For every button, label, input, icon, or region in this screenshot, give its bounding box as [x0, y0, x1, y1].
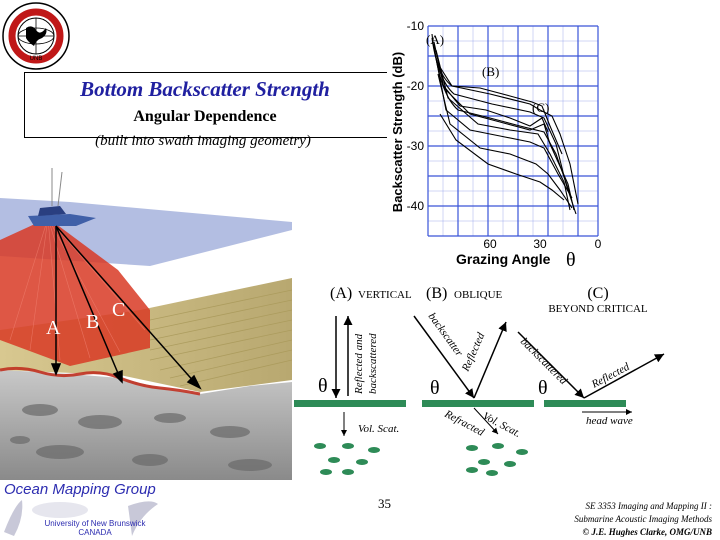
graph-xtick-0: 60 [483, 237, 497, 251]
graph-ytick-3: -40 [407, 199, 425, 213]
graph-ytick-0: -10 [407, 19, 425, 33]
arrow-b-refracted [473, 407, 499, 435]
volume-scatterers [314, 443, 528, 476]
slide-title: Bottom Backscatter Strength [80, 77, 330, 101]
swath-fan-streaks [9, 217, 146, 361]
seal-bottom-text: UNB [30, 56, 43, 62]
backscatter-curves [431, 33, 579, 215]
surface-b [422, 400, 534, 407]
beam-label-a: A [46, 317, 61, 339]
header-b-label: OBLIQUE [454, 289, 503, 301]
swath-fan [0, 218, 150, 366]
slide-subtitle: Angular Dependence [133, 108, 277, 125]
theta-b: θ [430, 377, 440, 399]
surface-c [544, 400, 626, 407]
title-frame [24, 72, 387, 138]
header-c-label: BEYOND CRITICAL [548, 303, 648, 315]
course-line-1: SE 3353 Imaging and Mapping II : [585, 501, 712, 511]
theta-c: θ [538, 377, 548, 399]
beam-label-c: C [112, 299, 125, 321]
slide-note: (built into swath imaging geometry) [95, 133, 311, 149]
arrow-c-incident [517, 331, 585, 399]
unb-logo-icon [4, 500, 158, 536]
university-name: University of New Brunswick [44, 519, 146, 528]
arrow-c-reflected [583, 353, 665, 399]
society-seal-icon: UNB [2, 2, 70, 70]
beam-label-b: B [86, 311, 99, 333]
label-a-vol-scat: Vol. Scat. [358, 423, 399, 435]
seafloor-ridge-line [0, 366, 201, 396]
beam-rays [50, 225, 202, 390]
header-c-letter: (C) [587, 285, 608, 302]
header-a-letter: (A) [330, 285, 352, 302]
label-b-vol-scat: Vol. Scat. [481, 410, 523, 440]
backscatter-graph: -10 -20 -30 -40 60 30 0 Grazing Angle θ … [390, 19, 602, 271]
graph-xlabel: Grazing Angle [456, 251, 551, 267]
surface-a [294, 400, 406, 407]
header-b-letter: (B) [426, 285, 447, 302]
graph-theta: θ [566, 249, 576, 271]
label-b-refracted: Refracted [442, 408, 487, 439]
graph-annotation-c: (C) [532, 100, 549, 115]
graph-ylabel: Backscatter Strength (dB) [390, 52, 405, 212]
seafloor-rocks [10, 404, 272, 471]
label-a-reflected: Reflected and [353, 333, 365, 395]
label-a-backscattered: backscattered [367, 333, 379, 394]
course-line-2: Submarine Acoustic Imaging Methods [574, 514, 712, 524]
graph-annotation-b: (B) [482, 64, 499, 79]
graph-annotation-a: (A) [426, 32, 444, 47]
reflection-diagram: (A) VERTICAL (B) OBLIQUE (C) BEYOND CRIT… [294, 285, 665, 476]
label-b-backscatter: backscatter [426, 311, 466, 360]
arrow-b-incident [413, 315, 475, 399]
header-a-label: VERTICAL [358, 289, 412, 301]
copyright-line: © J.E. Hughes Clarke, OMG/UNB [582, 527, 713, 537]
arrow-b-reflected [473, 321, 507, 399]
seafloor-ripples [149, 289, 292, 387]
graph-xtick-1: 30 [533, 237, 547, 251]
university-country: CANADA [78, 528, 112, 537]
theta-a: θ [318, 375, 328, 397]
graph-xtick-2: 0 [595, 237, 602, 251]
graph-ytick-1: -20 [407, 79, 425, 93]
swath-scene-illustration: A B C [0, 168, 292, 480]
group-name: Ocean Mapping Group [4, 481, 156, 498]
label-c-head-wave: head wave [586, 415, 633, 427]
survey-ship-icon [28, 168, 96, 226]
graph-ytick-2: -30 [407, 139, 425, 153]
page-number: 35 [378, 496, 391, 511]
